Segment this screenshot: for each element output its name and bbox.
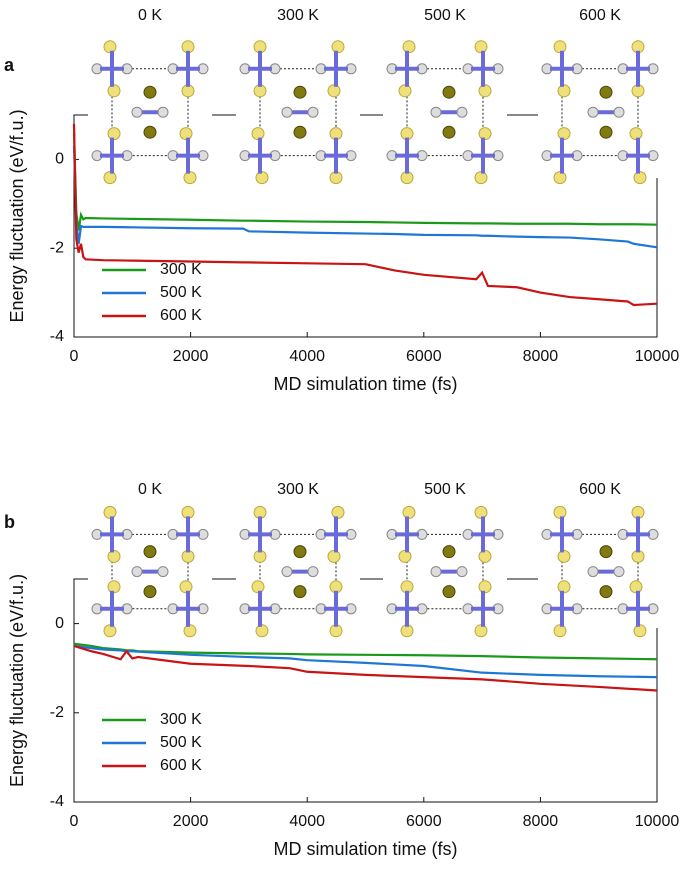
plot-frame — [73, 114, 658, 338]
y-tick-label: -4 — [50, 793, 64, 810]
panel-label: b — [4, 512, 15, 532]
legend-label: 300 K — [160, 711, 202, 728]
atom — [131, 106, 143, 118]
structure-inset — [236, 505, 360, 638]
temperature-label: 300 K — [277, 481, 319, 498]
x-tick-label: 2000 — [173, 348, 209, 365]
x-tick-label: 6000 — [406, 813, 442, 830]
unit-cell — [406, 533, 484, 610]
y-tick-label: -4 — [50, 328, 64, 345]
x-tick-label: 10000 — [635, 348, 680, 365]
structure-inset — [383, 38, 507, 185]
atom — [442, 545, 456, 559]
x-tick-label: 10000 — [635, 813, 680, 830]
atom — [281, 106, 293, 118]
x-tick-label: 6000 — [406, 348, 442, 365]
y-axis-title: Energy fluctuation (eV/f.u.) — [7, 109, 27, 322]
unit-cell — [259, 533, 337, 610]
x-axis-title: MD simulation time (fs) — [273, 374, 457, 394]
atom — [293, 125, 307, 139]
atom — [599, 85, 613, 99]
x-tick-label: 4000 — [289, 813, 325, 830]
data-line — [72, 146, 658, 249]
structure-inset — [383, 505, 507, 638]
unit-cell — [111, 68, 189, 157]
structure-inset — [538, 505, 662, 638]
atom — [293, 585, 307, 599]
x-axis-title: MD simulation time (fs) — [273, 839, 457, 859]
temperature-label: 500 K — [424, 481, 466, 498]
temperature-label: 300 K — [277, 7, 319, 24]
structure-inset — [88, 38, 212, 185]
atom — [456, 106, 468, 118]
atom — [157, 566, 169, 578]
temperature-label: 0 K — [138, 481, 162, 498]
x-tick-label: 0 — [70, 813, 79, 830]
atom — [307, 566, 319, 578]
unit-cell — [406, 68, 484, 157]
legend-label: 600 K — [160, 757, 202, 774]
atom — [599, 585, 613, 599]
y-axis-title: Energy fluctuation (eV/f.u.) — [7, 574, 27, 787]
unit-cell — [561, 68, 639, 157]
data-line — [73, 642, 658, 661]
y-tick-label: 0 — [55, 151, 64, 168]
temperature-label: 0 K — [138, 7, 162, 24]
legend-label: 500 K — [160, 284, 202, 301]
atom — [613, 566, 625, 578]
atom — [456, 566, 468, 578]
unit-cell — [111, 533, 189, 610]
x-tick-label: 0 — [70, 348, 79, 365]
temperature-label: 600 K — [579, 7, 621, 24]
atom — [143, 585, 157, 599]
atom — [613, 106, 625, 118]
atom — [442, 125, 456, 139]
legend-label: 300 K — [160, 261, 202, 278]
data-line — [73, 644, 658, 692]
atom — [599, 125, 613, 139]
atom — [587, 106, 599, 118]
structure-inset — [88, 505, 212, 638]
y-tick-label: -2 — [50, 239, 64, 256]
atom — [143, 125, 157, 139]
atom — [442, 85, 456, 99]
x-tick-label: 8000 — [523, 813, 559, 830]
atom — [430, 566, 442, 578]
atom — [281, 566, 293, 578]
atom — [157, 106, 169, 118]
data-line — [72, 132, 658, 231]
atom — [307, 106, 319, 118]
data-line — [73, 644, 658, 679]
atom — [599, 545, 613, 559]
data-line — [72, 123, 658, 307]
structure-inset — [236, 38, 360, 185]
legend-label: 600 K — [160, 307, 202, 324]
atom — [143, 545, 157, 559]
y-tick-label: 0 — [55, 615, 64, 632]
atom — [430, 106, 442, 118]
y-tick-label: -2 — [50, 704, 64, 721]
unit-cell — [259, 68, 337, 157]
atom — [587, 566, 599, 578]
legend-label: 500 K — [160, 734, 202, 751]
atom — [442, 585, 456, 599]
atom — [143, 85, 157, 99]
x-tick-label: 8000 — [523, 348, 559, 365]
atom — [293, 85, 307, 99]
atom — [293, 545, 307, 559]
x-tick-label: 2000 — [173, 813, 209, 830]
atom — [131, 566, 143, 578]
unit-cell — [561, 533, 639, 610]
panel-label: a — [4, 55, 15, 75]
x-tick-label: 4000 — [289, 348, 325, 365]
temperature-label: 500 K — [424, 7, 466, 24]
temperature-label: 600 K — [579, 481, 621, 498]
structure-inset — [538, 38, 662, 185]
